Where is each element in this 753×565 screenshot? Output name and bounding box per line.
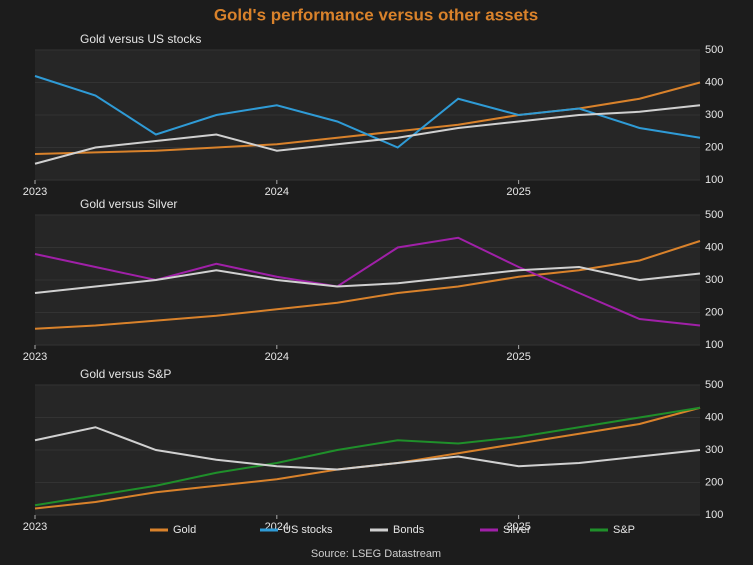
y-tick-label: 400 — [705, 411, 723, 423]
x-tick-label: 2023 — [23, 186, 47, 198]
y-tick-label: 100 — [705, 339, 723, 351]
y-tick-label: 100 — [705, 509, 723, 521]
series-line — [34, 75, 701, 149]
y-tick-label: 100 — [705, 174, 723, 186]
x-tick-label: 2024 — [265, 186, 289, 198]
x-tick-label: 2023 — [23, 351, 47, 363]
y-tick-label: 400 — [705, 241, 723, 253]
panel-title: Gold versus S&P — [80, 367, 171, 381]
y-tick-label: 300 — [705, 274, 723, 286]
y-tick-label: 200 — [705, 306, 723, 318]
x-tick-label: 2024 — [265, 351, 289, 363]
series-line — [34, 406, 701, 507]
y-tick-label: 300 — [705, 444, 723, 456]
x-tick-label: 2025 — [506, 521, 530, 533]
page-title: Gold's performance versus other assets — [214, 5, 538, 24]
legend-label: Silver — [503, 524, 531, 536]
y-tick-label: 500 — [705, 209, 723, 221]
series-line — [34, 426, 701, 471]
y-tick-label: 500 — [705, 44, 723, 56]
y-tick-label: 200 — [705, 141, 723, 153]
y-tick-label: 200 — [705, 476, 723, 488]
x-tick-label: 2023 — [23, 521, 47, 533]
legend-label: Bonds — [393, 524, 425, 536]
series-line — [34, 265, 701, 294]
legend-label: US stocks — [283, 524, 333, 536]
series-line — [34, 236, 701, 327]
y-tick-label: 400 — [705, 76, 723, 88]
legend-label: Gold — [173, 524, 196, 536]
source: Source: LSEG Datastream — [311, 548, 441, 560]
panel-title: Gold versus Silver — [80, 197, 177, 211]
legend-label: S&P — [613, 524, 635, 536]
series-line — [34, 104, 701, 165]
y-tick-label: 500 — [705, 379, 723, 391]
x-tick-label: 2025 — [506, 186, 530, 198]
x-tick-label: 2025 — [506, 351, 530, 363]
panel-title: Gold versus US stocks — [80, 32, 201, 46]
y-tick-label: 300 — [705, 109, 723, 121]
